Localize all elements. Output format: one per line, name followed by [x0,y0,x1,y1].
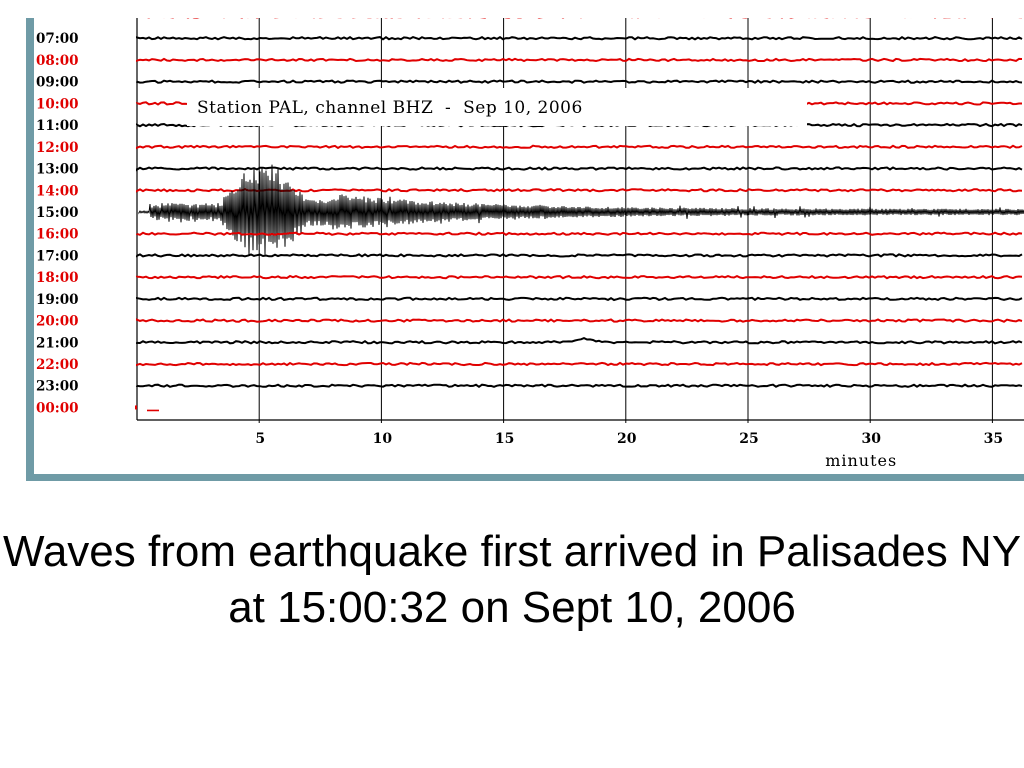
hour-label-1500: 15:00 [36,205,79,221]
x-tick-label: 30 [861,431,881,447]
trace-0700 [136,35,1023,41]
hour-label-1800: 18:00 [36,270,79,286]
trace-2200 [136,361,1023,367]
trace-1800 [136,274,1023,280]
x-tick-label: 25 [739,431,758,447]
x-tick-label: 5 [255,431,265,447]
hour-label-0900: 09:00 [36,75,79,91]
hour-label-1100: 11:00 [36,118,79,134]
title-background [187,88,807,126]
hour-label-0800: 08:00 [36,53,79,69]
hour-label-2000: 20:00 [36,314,79,330]
trace-2300 [136,383,1023,389]
seismogram-panel: 5 10 15 20 25 30 35 minutes 07:00 08:00 09:00 10:00… [34,18,1024,474]
hour-label-1200: 12:00 [36,140,79,156]
hour-label-2300: 23:00 [36,379,79,395]
trace-0800 [136,57,1023,63]
hour-label-1400: 14:00 [36,183,79,199]
x-tick-label: 15 [495,431,514,447]
hour-label-1000: 10:00 [36,96,79,112]
trace-1700 [136,253,1023,258]
chart-title: Station PAL, channel BHZ - Sep 10, 2006 [197,98,583,118]
hour-label-0000: 00:00 [36,400,79,416]
x-tick-label: 35 [984,431,1003,447]
trace-1600 [136,231,1023,236]
x-tick-label: 10 [373,431,393,447]
seismogram-chart: 5 10 15 20 25 30 35 minutes 07:00 08:00 09:00 10:00… [36,18,1024,470]
trace-2100 [136,337,1023,345]
x-axis-title: minutes [825,451,897,470]
slide-caption: Waves from earthquake first arrived in P… [2,527,1022,632]
hour-label-0700: 07:00 [36,31,79,47]
trace-0900 [136,79,1023,84]
trace-2000 [136,318,1023,323]
hour-label-1600: 16:00 [36,227,79,243]
hour-label-1900: 19:00 [36,292,79,308]
trace-1200 [136,144,1023,150]
trace-1500 [138,164,1024,256]
hour-label-1300: 13:00 [36,162,79,178]
trace-1300 [136,166,1023,172]
x-tick-label: 20 [617,431,637,447]
hour-label-1700: 17:00 [36,248,79,264]
trace-1900 [136,296,1023,302]
hour-label-2200: 22:00 [36,357,79,373]
hour-label-2100: 21:00 [36,335,79,351]
